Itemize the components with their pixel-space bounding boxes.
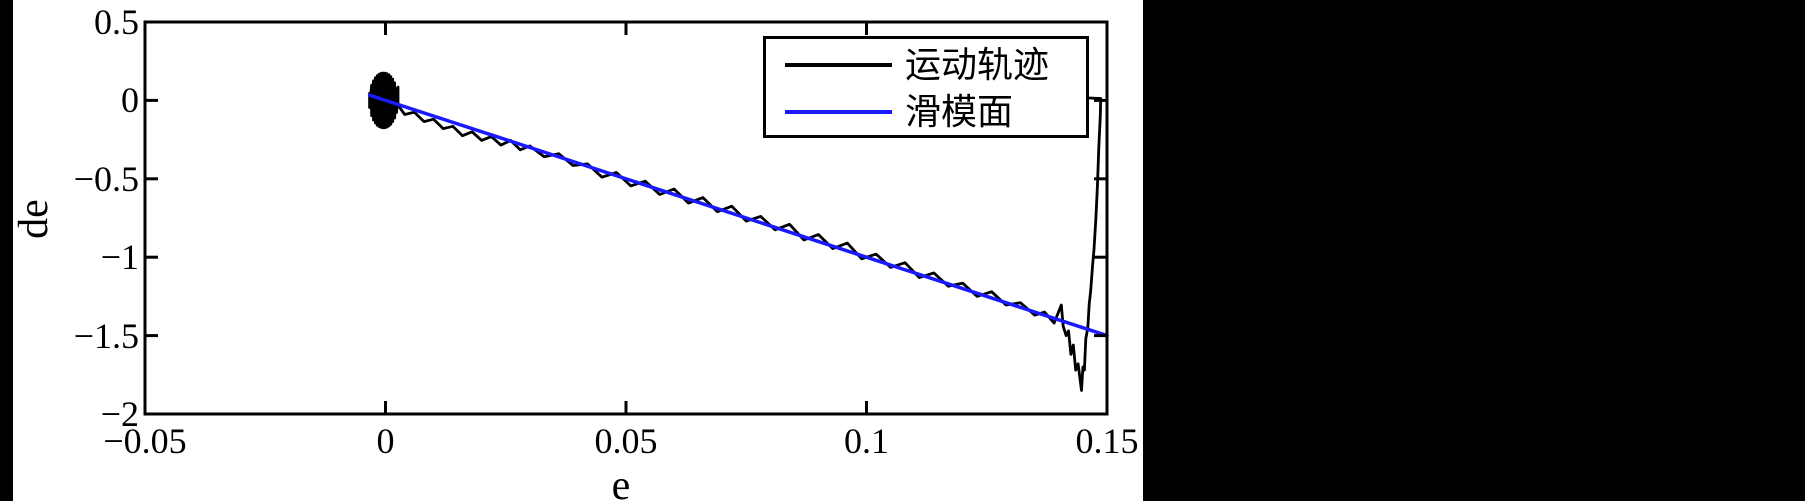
x-tick-label: −0.05	[103, 421, 187, 461]
y-tick-label: −1.5	[73, 315, 139, 356]
sliding-surface-line-sample	[785, 110, 892, 114]
legend-label-sliding-surface: 滑模面	[905, 92, 1014, 132]
x-tick-label: 0.15	[1075, 421, 1139, 461]
trajectory-line-sample	[785, 63, 892, 67]
y-tick-label: −2	[100, 394, 139, 434]
legend-label-trajectory: 运动轨迹	[905, 45, 1050, 85]
x-tick-label: 0.05	[594, 421, 658, 461]
left-black-bar	[0, 0, 13, 501]
legend-entry-trajectory: 运动轨迹	[785, 45, 1049, 85]
right-black-bar	[1143, 0, 1805, 501]
axes-frame	[143, 20, 1109, 416]
x-tick-label: 0	[376, 421, 395, 461]
y-tick-label: 0.5	[94, 2, 139, 42]
x-tick-label: 0.1	[844, 421, 889, 461]
y-axis-label: de	[11, 199, 57, 239]
series-line-1	[367, 93, 1109, 338]
x-axis-label: e	[611, 463, 631, 501]
y-tick-label: −0.5	[73, 158, 139, 199]
legend-entry-sliding-surface: 滑模面	[785, 92, 1013, 132]
legend-box: 运动轨迹 滑模面	[763, 36, 1089, 138]
y-tick-label: 0	[121, 80, 139, 121]
y-tick-label: −1	[100, 237, 139, 278]
